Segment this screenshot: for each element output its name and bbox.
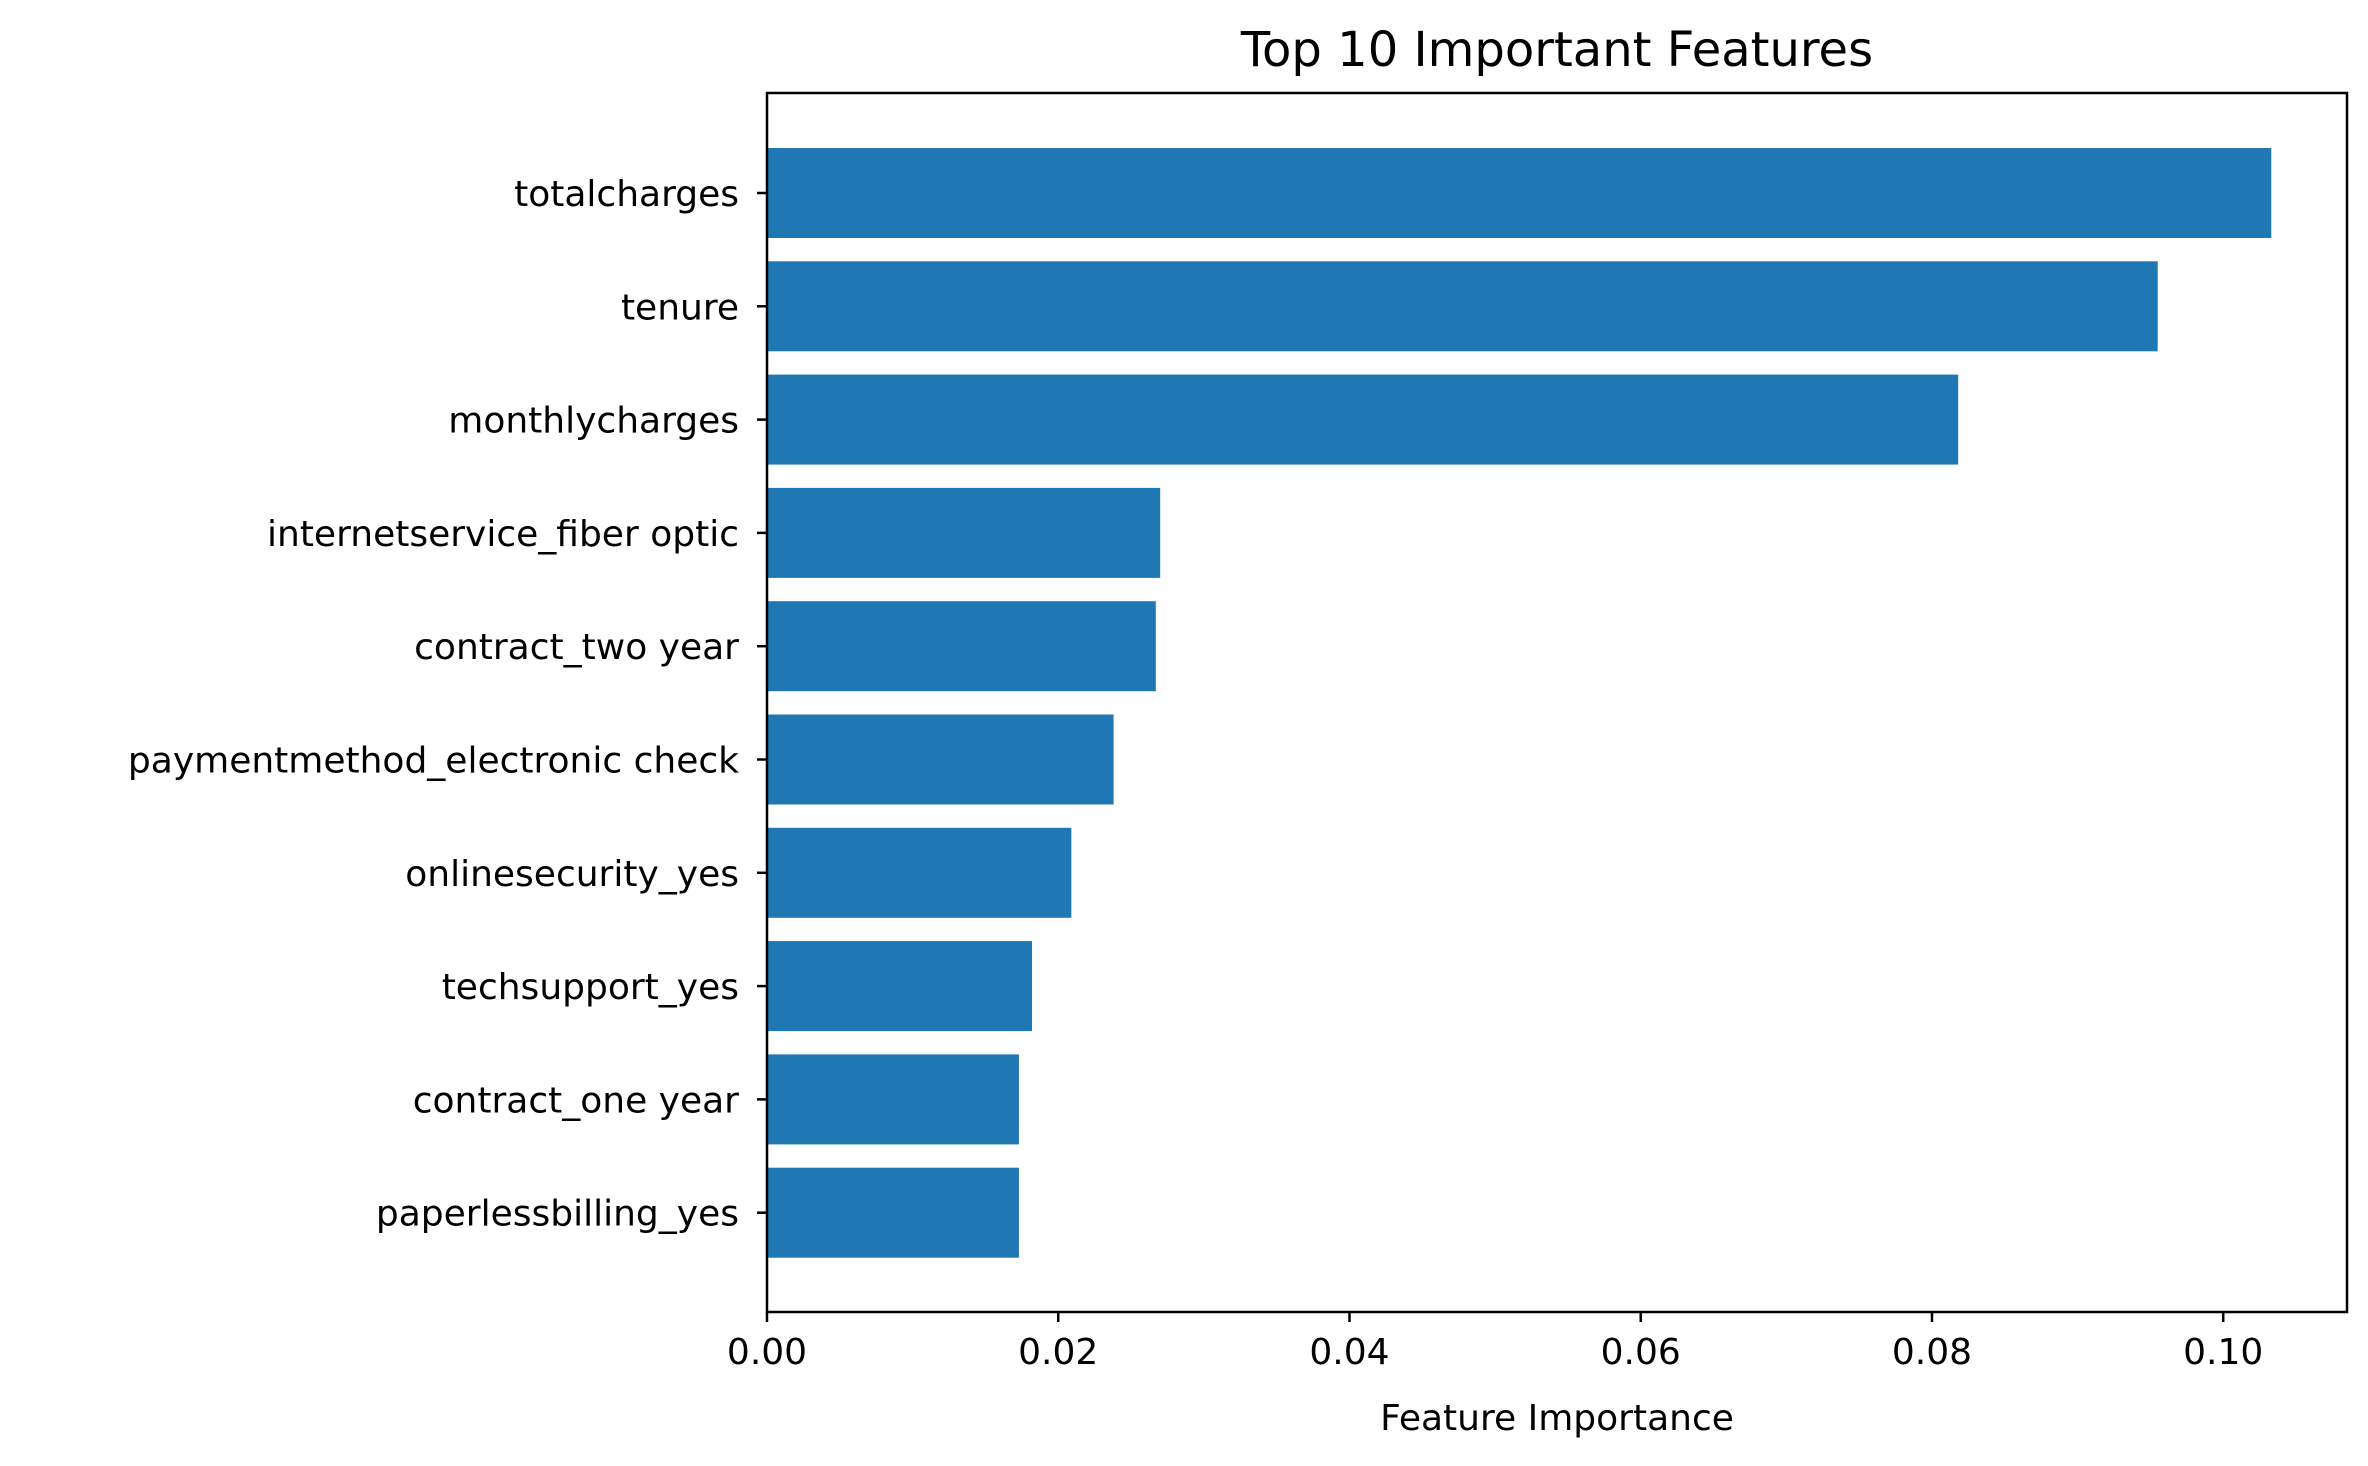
- y-tick-label: techsupport_yes: [442, 967, 739, 1008]
- x-tick-label: 0.08: [1892, 1332, 1972, 1373]
- y-tick-label: tenure: [621, 287, 739, 328]
- bar: [767, 601, 1156, 692]
- y-tick-label: internetservice_fiber optic: [267, 514, 739, 555]
- bar: [767, 827, 1072, 918]
- y-tick-label: paymentmethod_electronic check: [128, 741, 739, 782]
- bar: [767, 1167, 1019, 1258]
- bar: [767, 941, 1033, 1032]
- y-tick-label: paperlessbilling_yes: [376, 1194, 739, 1235]
- bar: [767, 374, 1959, 465]
- bar: [767, 261, 2158, 352]
- bar: [767, 487, 1161, 578]
- y-tick-label: monthlycharges: [448, 401, 739, 442]
- x-tick-label: 0.06: [1601, 1332, 1681, 1373]
- y-axis-ticks: totalcharges tenure monthlycharges internet…: [128, 174, 767, 1235]
- x-tick-label: 0.00: [727, 1332, 807, 1373]
- bar: [767, 148, 2272, 238]
- y-tick-label: totalcharges: [514, 174, 739, 215]
- y-tick-label: contract_two year: [414, 627, 739, 668]
- x-tick-label: 0.04: [1309, 1332, 1389, 1373]
- x-tick-label: 0.02: [1018, 1332, 1098, 1373]
- x-axis-label: Feature Importance: [1380, 1398, 1734, 1439]
- chart-title: Top 10 Important Features: [1240, 22, 1873, 78]
- y-tick-label: contract_one year: [413, 1080, 739, 1121]
- x-axis-ticks: 0.00 0.02 0.04 0.06 0.08 0.10: [727, 1312, 2263, 1373]
- plot-frame: [765, 91, 2349, 1314]
- y-tick-label: onlinesecurity_yes: [405, 854, 739, 895]
- x-tick-label: 0.10: [2183, 1332, 2263, 1373]
- bars-layer: [767, 148, 2272, 1258]
- bar: [767, 1054, 1019, 1145]
- bar: [767, 714, 1114, 805]
